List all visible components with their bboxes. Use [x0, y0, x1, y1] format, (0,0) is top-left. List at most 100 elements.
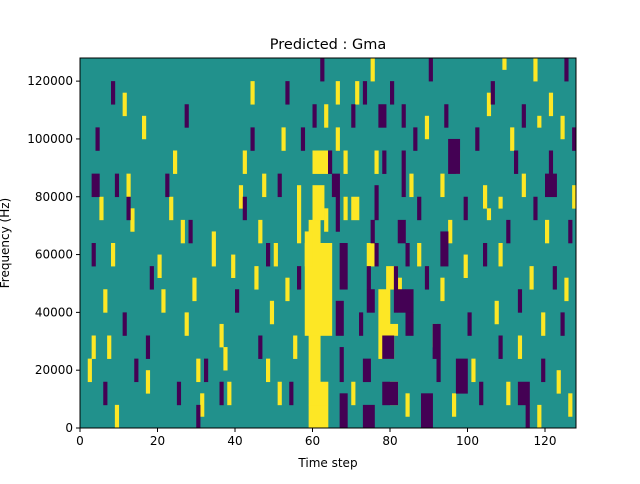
- heatmap-cell-purple: [541, 358, 546, 383]
- x-axis-label: Time step: [297, 456, 357, 470]
- heatmap-cell-purple: [382, 381, 399, 406]
- heatmap-cell-purple: [390, 81, 395, 105]
- x-tick-label: 0: [76, 434, 84, 448]
- heatmap-cell-purple: [428, 58, 433, 82]
- heatmap-cell-purple: [517, 381, 530, 406]
- heatmap-cell-purple: [277, 173, 282, 198]
- heatmap-cell-yellow: [510, 127, 515, 151]
- heatmap-cell-yellow: [196, 358, 201, 383]
- heatmap-cell-purple: [498, 335, 503, 359]
- heatmap-cell-yellow: [390, 323, 399, 336]
- heatmap-cell-purple: [328, 150, 333, 174]
- heatmap-cell-yellow: [312, 150, 321, 174]
- heatmap-cell-yellow: [262, 173, 267, 198]
- heatmap-cell-purple: [312, 104, 317, 128]
- heatmap-cell-purple: [103, 381, 108, 406]
- heatmap-cell-yellow: [545, 219, 550, 244]
- heatmap-cell-purple: [335, 196, 340, 232]
- heatmap-cell-yellow: [463, 254, 468, 278]
- heatmap-cell-purple: [432, 323, 441, 359]
- heatmap-cell-purple: [405, 289, 414, 313]
- heatmap-cell-yellow: [572, 185, 577, 209]
- heatmap-cell-purple: [362, 404, 375, 429]
- heatmap-cell-yellow: [130, 208, 135, 232]
- heatmap-cell-yellow: [211, 231, 216, 267]
- plot-frame: [79, 57, 577, 429]
- heatmap-cell-yellow: [355, 81, 360, 105]
- heatmap-cell-yellow: [242, 150, 247, 174]
- heatmap-cell-yellow: [483, 185, 488, 209]
- heatmap-cell-yellow: [304, 231, 313, 267]
- heatmap-cell-yellow: [351, 381, 356, 406]
- heatmap-cell-purple: [188, 219, 193, 244]
- heatmap-cell-yellow: [173, 150, 178, 174]
- heatmap-cell-yellow: [285, 277, 290, 302]
- heatmap-cell-purple: [552, 266, 557, 290]
- heatmap-cell-purple: [382, 335, 395, 359]
- heatmap-cell-purple: [455, 358, 468, 394]
- heatmap-cell-yellow: [200, 393, 205, 417]
- heatmap-cell-purple: [564, 58, 569, 82]
- heatmap-cell-yellow: [335, 81, 340, 105]
- heatmap-cell-purple: [114, 173, 120, 198]
- heatmap-cell-purple: [506, 219, 511, 244]
- heatmap-cell-purple: [444, 104, 449, 128]
- y-axis: 0 20000 40000 60000 80000 100000 120000: [27, 74, 80, 435]
- heatmap-cell-yellow: [486, 208, 492, 221]
- heatmap-cell-purple: [405, 312, 414, 336]
- heatmap-cell-yellow: [169, 196, 174, 221]
- x-tick-label: 40: [227, 434, 242, 448]
- heatmap-cell-purple: [196, 404, 201, 429]
- y-tick-label: 100000: [27, 132, 73, 146]
- heatmap-cell-yellow: [405, 393, 410, 417]
- heatmap-cell-yellow: [498, 196, 503, 209]
- heatmap-cell-yellow: [293, 335, 298, 359]
- heatmap-cell-purple: [91, 243, 96, 267]
- heatmap-cell-yellow: [184, 312, 189, 336]
- y-tick-label: 80000: [35, 190, 73, 204]
- y-tick-label: 20000: [35, 363, 73, 377]
- heatmap-cell-yellow: [440, 173, 445, 198]
- heatmap-cell-purple: [401, 150, 406, 198]
- heatmap-cell-yellow: [517, 335, 523, 359]
- y-tick-label: 40000: [35, 305, 73, 319]
- heatmap-cell-yellow: [254, 266, 259, 290]
- y-tick-label: 0: [65, 421, 73, 435]
- heatmap-cell-purple: [339, 393, 348, 429]
- heatmap-cell-purple: [479, 381, 484, 406]
- heatmap-cell-purple: [258, 335, 263, 359]
- heatmap-cell-yellow: [258, 219, 263, 244]
- heatmap-cell-purple: [149, 266, 154, 290]
- heatmap-cell-yellow: [486, 92, 492, 117]
- heatmap-cell-purple: [111, 81, 116, 105]
- heatmap-cell-yellow: [506, 381, 511, 406]
- heatmap-cell-purple: [91, 173, 100, 198]
- heatmap-cell-yellow: [122, 92, 127, 117]
- heatmap-cell-purple: [285, 81, 290, 105]
- heatmap-cell-purple: [176, 381, 182, 406]
- heatmap-cell-yellow: [351, 196, 360, 221]
- heatmap-cell-yellow: [548, 92, 554, 117]
- heatmap-cell-purple: [289, 381, 294, 406]
- heatmap-cell-purple: [463, 196, 468, 221]
- heatmap-cell-purple: [405, 243, 410, 267]
- heatmap-cell-yellow: [320, 150, 329, 174]
- heatmap-cell-purple: [362, 81, 368, 105]
- y-tick-label: 120000: [27, 74, 73, 88]
- heatmap-cell-yellow: [126, 173, 131, 198]
- heatmap-cell-yellow: [281, 127, 286, 151]
- heatmap-cell-yellow: [277, 381, 282, 406]
- heatmap-cell-purple: [448, 138, 461, 174]
- heatmap-cell-purple: [300, 127, 306, 151]
- heatmap-cell-yellow: [111, 243, 116, 267]
- heatmap-cell-yellow: [448, 219, 453, 244]
- heatmap-cell-yellow: [541, 312, 546, 336]
- heatmap-cell-yellow: [238, 185, 244, 209]
- x-tick-label: 80: [382, 434, 397, 448]
- heatmap-cell-yellow: [335, 127, 340, 151]
- heatmap-cell-purple: [467, 312, 472, 336]
- heatmap-cell-purple: [297, 266, 302, 290]
- heatmap-cell-yellow: [308, 381, 329, 406]
- heatmap-cell-purple: [359, 312, 364, 336]
